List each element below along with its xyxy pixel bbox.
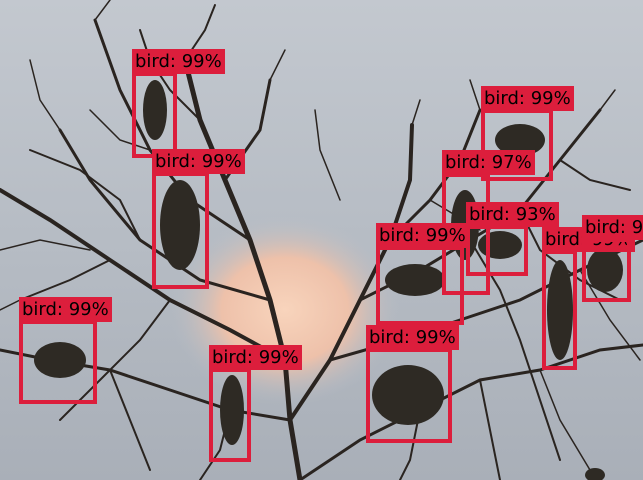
detection-box: bird: 99% [209,368,251,462]
detection-box: bird: 99% [19,320,97,404]
detection-box: bird: 9 [582,238,631,302]
detection-box: bird: 99% [542,250,577,370]
detection-box: bird: 93% [466,225,528,276]
detection-box: bird: 99% [132,72,177,158]
detection-label: bird: 99% [366,325,459,350]
detection-box: bird: 99% [152,172,209,289]
detection-label: bird: 99% [152,149,245,174]
detection-label: bird: 99% [481,86,574,111]
detection-label: bird: 93% [466,202,559,227]
detection-label: bird: 97% [442,150,535,175]
detection-label: bird: 9 [582,215,643,240]
detection-box: bird: 99% [366,348,452,443]
detection-box: bird: 99% [376,246,464,325]
detection-label: bird: 99% [209,345,302,370]
detection-label: bird: 99% [19,297,112,322]
detection-label: bird: 99% [132,49,225,74]
detection-label: bird: 99% [376,223,469,248]
